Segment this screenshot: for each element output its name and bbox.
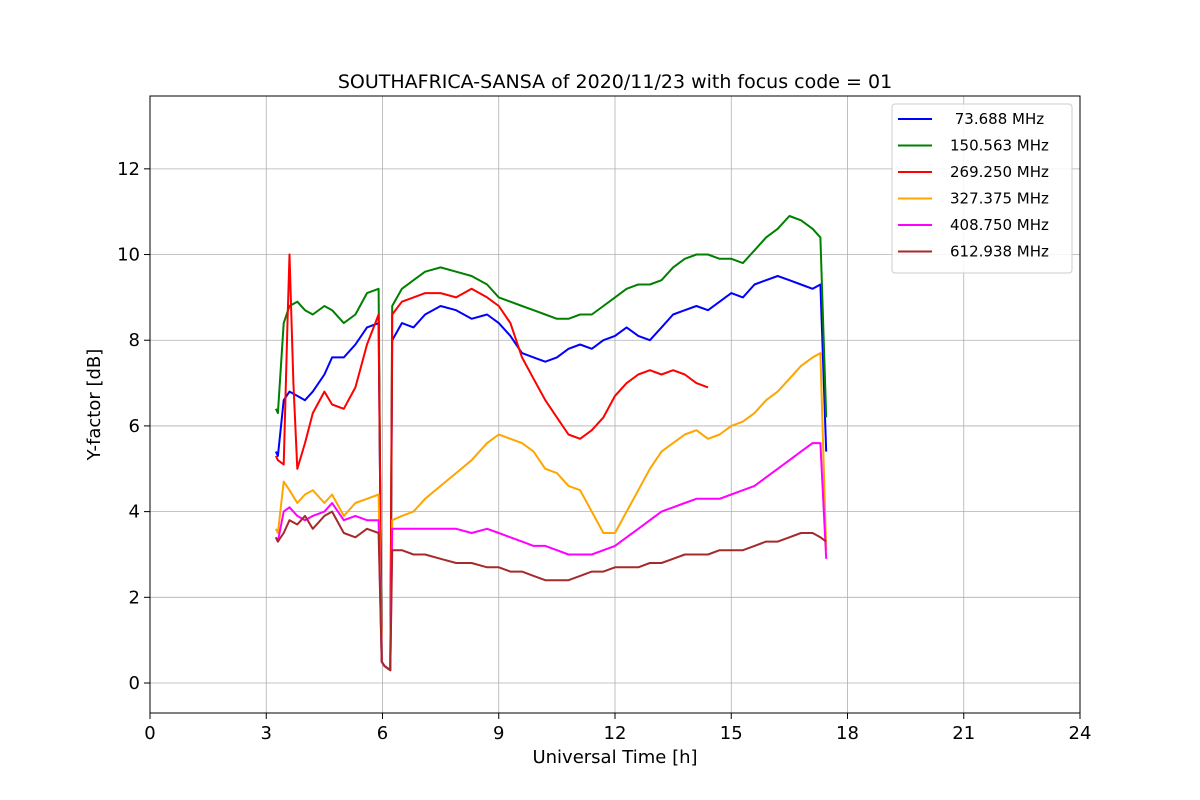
x-tick-label: 0 [144,723,155,744]
legend-label: 269.250 MHz [950,163,1049,181]
chart-title: SOUTHAFRICA-SANSA of 2020/11/23 with foc… [338,71,892,93]
x-tick-label: 15 [720,723,743,744]
x-tick-label: 9 [493,723,504,744]
y-tick-label: 8 [129,330,140,351]
y-tick-label: 10 [117,245,140,266]
legend-box [891,103,1073,274]
x-tick-label: 21 [952,723,975,744]
legend: 73.688 MHz 150.563 MHz 269.250 MHz 327.375 … [891,103,1073,274]
series-line-1 [274,215,828,672]
series-line-4 [274,442,828,672]
series-line-0 [274,275,828,672]
legend-label: 73.688 MHz [950,110,1044,128]
x-tick-label: 6 [377,723,388,744]
x-tick-label: 3 [261,723,272,744]
y-tick-label: 12 [117,159,140,180]
x-tick-label: 12 [604,723,627,744]
plot-series [274,215,828,672]
legend-label: 408.750 MHz [950,216,1049,234]
y-tick-label: 0 [129,673,140,694]
y-tick-label: 6 [129,416,140,437]
series-line-2 [274,253,709,672]
x-tick-label: 18 [836,723,859,744]
x-tick-label: 24 [1069,723,1092,744]
y-axis-ticks: 0 2 4 6 8 10 12 [117,159,150,694]
y-tick-label: 4 [129,502,140,523]
y-tick-label: 2 [129,587,140,608]
x-axis-ticks: 0 3 6 9 12 15 18 21 24 [144,713,1091,744]
series-line-3 [274,352,828,672]
y-axis-label: Y-factor [dB] [84,349,105,462]
legend-label: 612.938 MHz [950,243,1049,261]
legend-label: 150.563 MHz [950,137,1049,155]
legend-label: 327.375 MHz [950,190,1049,208]
series-line-5 [274,510,827,672]
x-axis-label: Universal Time [h] [532,747,697,768]
